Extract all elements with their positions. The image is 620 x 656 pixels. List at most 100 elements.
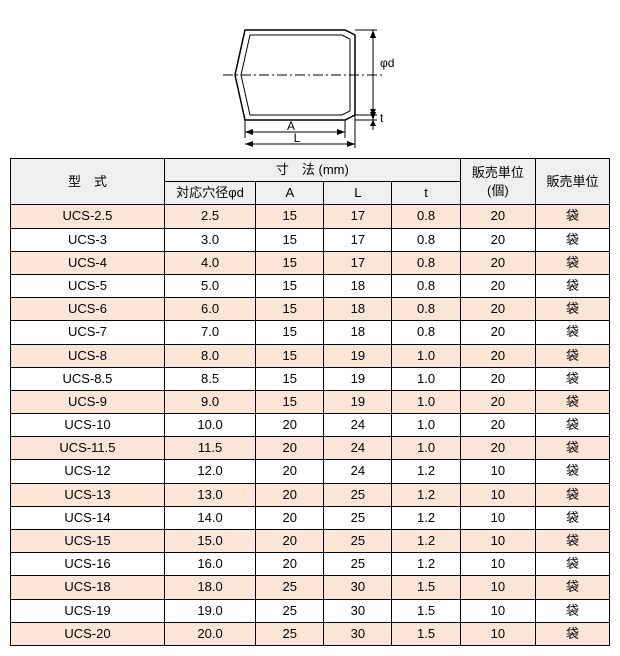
cell-unit: 袋: [535, 553, 609, 576]
cell-t: 1.0: [392, 344, 460, 367]
label-L: L: [294, 131, 301, 145]
cell-unit: 袋: [535, 298, 609, 321]
cell-model: UCS-9: [11, 390, 165, 413]
cell-L: 30: [324, 622, 392, 645]
cell-model: UCS-6: [11, 298, 165, 321]
cell-qty: 20: [460, 321, 535, 344]
cell-L: 18: [324, 298, 392, 321]
cell-phid: 19.0: [164, 599, 255, 622]
cell-A: 25: [256, 622, 324, 645]
cell-model: UCS-15: [11, 530, 165, 553]
cell-t: 1.0: [392, 437, 460, 460]
cell-A: 20: [256, 414, 324, 437]
cell-model: UCS-20: [11, 622, 165, 645]
cell-A: 15: [256, 205, 324, 228]
cell-qty: 20: [460, 367, 535, 390]
cell-t: 0.8: [392, 274, 460, 297]
table-row: UCS-1313.020251.210袋: [11, 483, 610, 506]
cell-unit: 袋: [535, 321, 609, 344]
cell-L: 24: [324, 414, 392, 437]
cell-L: 17: [324, 205, 392, 228]
dimension-diagram: φd t A L: [205, 10, 415, 150]
cell-L: 25: [324, 553, 392, 576]
cell-L: 24: [324, 460, 392, 483]
header-sales-unit: 販売単位: [535, 159, 609, 205]
cell-A: 15: [256, 321, 324, 344]
cell-A: 15: [256, 251, 324, 274]
cell-model: UCS-12: [11, 460, 165, 483]
cell-qty: 20: [460, 251, 535, 274]
cell-t: 1.0: [392, 414, 460, 437]
cell-qty: 20: [460, 228, 535, 251]
table-row: UCS-1616.020251.210袋: [11, 553, 610, 576]
header-t: t: [392, 182, 460, 205]
cell-A: 20: [256, 460, 324, 483]
cell-L: 19: [324, 390, 392, 413]
cell-model: UCS-18: [11, 576, 165, 599]
cell-A: 20: [256, 553, 324, 576]
cell-A: 20: [256, 506, 324, 529]
cell-model: UCS-13: [11, 483, 165, 506]
cell-L: 17: [324, 228, 392, 251]
cell-phid: 8.5: [164, 367, 255, 390]
cell-phid: 15.0: [164, 530, 255, 553]
cell-phid: 14.0: [164, 506, 255, 529]
cell-phid: 4.0: [164, 251, 255, 274]
cell-phid: 5.0: [164, 274, 255, 297]
label-phid: φd: [380, 56, 394, 70]
cell-phid: 2.5: [164, 205, 255, 228]
table-row: UCS-11.511.520241.020袋: [11, 437, 610, 460]
cell-A: 15: [256, 228, 324, 251]
cell-L: 24: [324, 437, 392, 460]
header-model: 型 式: [11, 159, 165, 205]
cell-unit: 袋: [535, 344, 609, 367]
table-row: UCS-44.015170.820袋: [11, 251, 610, 274]
cell-L: 30: [324, 599, 392, 622]
table-row: UCS-88.015191.020袋: [11, 344, 610, 367]
cell-L: 25: [324, 483, 392, 506]
cell-L: 25: [324, 506, 392, 529]
table-row: UCS-1818.025301.510袋: [11, 576, 610, 599]
cell-model: UCS-3: [11, 228, 165, 251]
cell-A: 15: [256, 274, 324, 297]
table-row: UCS-66.015180.820袋: [11, 298, 610, 321]
cell-unit: 袋: [535, 205, 609, 228]
cell-A: 15: [256, 344, 324, 367]
cell-phid: 18.0: [164, 576, 255, 599]
cell-qty: 20: [460, 414, 535, 437]
cell-unit: 袋: [535, 483, 609, 506]
cell-L: 30: [324, 576, 392, 599]
cell-A: 15: [256, 298, 324, 321]
cell-unit: 袋: [535, 599, 609, 622]
cell-t: 1.2: [392, 460, 460, 483]
cell-t: 0.8: [392, 321, 460, 344]
cell-qty: 20: [460, 205, 535, 228]
cell-qty: 10: [460, 599, 535, 622]
cell-qty: 10: [460, 460, 535, 483]
spec-table: 型 式 寸 法 (mm) 販売単位 (個) 販売単位 対応穴径φd A L t …: [10, 158, 610, 646]
cell-phid: 11.5: [164, 437, 255, 460]
cell-unit: 袋: [535, 460, 609, 483]
cell-model: UCS-11.5: [11, 437, 165, 460]
cell-qty: 10: [460, 553, 535, 576]
cell-A: 25: [256, 576, 324, 599]
table-row: UCS-2.52.515170.820袋: [11, 205, 610, 228]
header-dim-group: 寸 法 (mm): [164, 159, 460, 182]
cell-model: UCS-8: [11, 344, 165, 367]
cell-t: 1.5: [392, 599, 460, 622]
diagram-container: φd t A L: [10, 10, 610, 150]
cell-A: 20: [256, 437, 324, 460]
cell-t: 1.2: [392, 553, 460, 576]
table-row: UCS-55.015180.820袋: [11, 274, 610, 297]
label-t: t: [380, 111, 384, 125]
cell-unit: 袋: [535, 530, 609, 553]
table-row: UCS-2020.025301.510袋: [11, 622, 610, 645]
cell-t: 1.2: [392, 506, 460, 529]
cell-phid: 13.0: [164, 483, 255, 506]
cell-A: 15: [256, 367, 324, 390]
cell-phid: 16.0: [164, 553, 255, 576]
header-L: L: [324, 182, 392, 205]
cell-qty: 20: [460, 344, 535, 367]
cell-model: UCS-7: [11, 321, 165, 344]
cell-model: UCS-2.5: [11, 205, 165, 228]
